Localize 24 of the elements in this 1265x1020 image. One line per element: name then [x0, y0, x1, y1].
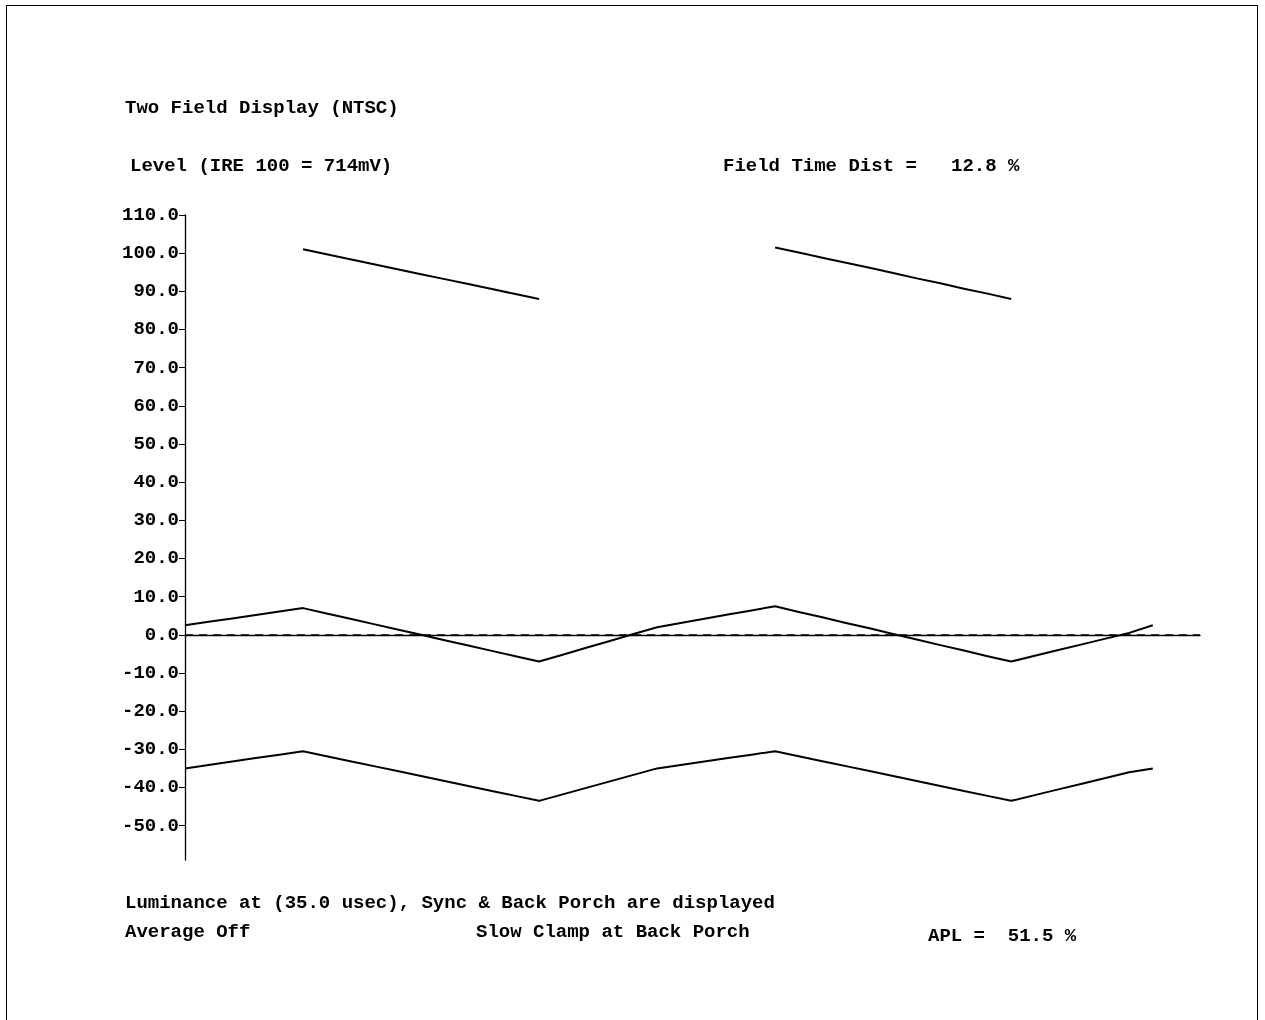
y-tick-label: 50.0 — [133, 432, 179, 455]
y-tick-label: -40.0 — [121, 776, 179, 799]
y-tick-label: 60.0 — [133, 394, 179, 417]
y-tick-label: 90.0 — [133, 280, 179, 303]
y-tick-label: 20.0 — [133, 547, 179, 570]
y-tick-label: 70.0 — [133, 356, 179, 379]
y-tick-label: 0.0 — [144, 623, 179, 646]
y-tick-label: 80.0 — [133, 318, 179, 341]
y-tick-label: -10.0 — [121, 661, 179, 684]
y-tick-label: -50.0 — [121, 814, 179, 837]
y-tick-label: 100.0 — [121, 242, 179, 265]
text: Luminance at (35.0 usec), Sync & Back Porch are displayed — [125, 892, 775, 914]
y-tick-label: -30.0 — [121, 738, 179, 761]
text: Average Off — [125, 921, 251, 943]
y-axis-title: Level (IRE 100 = 714mV) — [130, 155, 393, 177]
y-tick-label: -20.0 — [121, 700, 179, 723]
y-tick-label: 30.0 — [133, 509, 179, 532]
text: Slow Clamp at Back Porch — [476, 921, 750, 943]
text: APL = 51.5 % — [928, 925, 1077, 947]
y-tick-label: 110.0 — [121, 204, 179, 226]
y-tick-label: 10.0 — [133, 585, 179, 608]
chart-title: Two Field Display (NTSC) — [125, 97, 399, 119]
text: Field Time Dist = 12.8 % — [723, 155, 1020, 177]
y-tick-label: 40.0 — [133, 471, 179, 494]
